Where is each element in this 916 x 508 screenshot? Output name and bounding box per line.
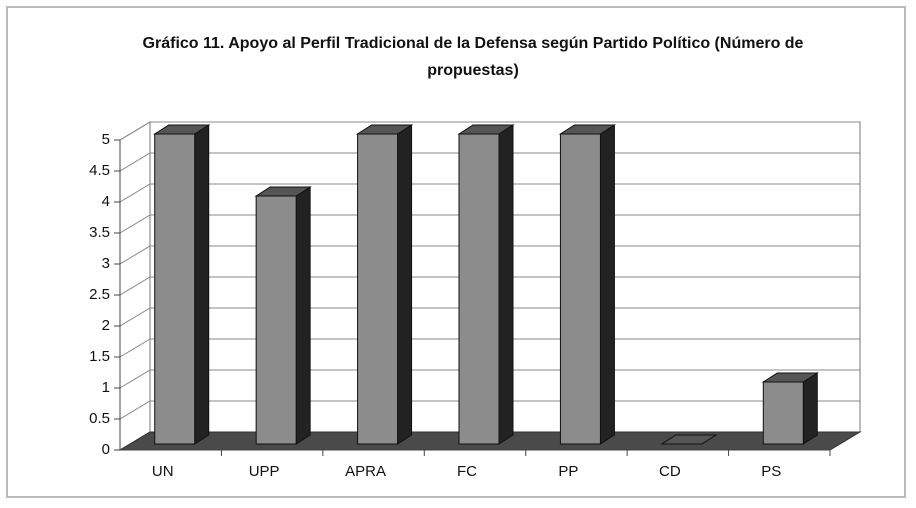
bar-top — [558, 124, 617, 135]
chart-frame — [6, 6, 906, 498]
y-tick-label: 0.5 — [89, 410, 110, 427]
x-tick-label: CD — [659, 463, 681, 480]
bar-side — [599, 124, 615, 445]
grid-line — [119, 338, 860, 358]
bar — [355, 124, 414, 445]
grid-line — [119, 183, 860, 203]
bar-front — [357, 133, 399, 445]
bar — [254, 186, 312, 445]
x-tick-label: APRA — [345, 463, 386, 480]
x-tick-label: UN — [152, 463, 174, 480]
x-tick-label: FC — [457, 463, 477, 480]
bar-side — [498, 124, 514, 445]
bar-front — [762, 381, 804, 445]
bar — [558, 124, 617, 445]
grid-line — [119, 245, 860, 265]
chart-title: Gráfico 11. Apoyo al Perfil Tradicional … — [142, 35, 804, 79]
bar-side — [397, 124, 413, 445]
grid-line — [119, 369, 860, 389]
grid-line — [119, 152, 860, 172]
grid-line — [119, 214, 860, 234]
y-tick-label: 1.5 — [89, 348, 110, 365]
bar — [761, 372, 819, 445]
x-tick-label: UPP — [249, 463, 280, 480]
bar-top — [254, 186, 312, 197]
y-tick-label: 3 — [102, 255, 110, 272]
x-tick-label: PP — [558, 463, 578, 480]
x-tick-label: PS — [761, 463, 781, 480]
bar-top — [761, 372, 819, 383]
y-tick-label: 2 — [102, 317, 110, 334]
y-tick-label: 2.5 — [89, 286, 110, 303]
bar-top — [153, 124, 211, 135]
bar — [660, 434, 718, 445]
bar-front — [559, 133, 601, 445]
grid-line — [119, 307, 860, 327]
y-tick-label: 0 — [102, 441, 110, 458]
bar-side — [295, 186, 311, 445]
bar-front — [255, 195, 297, 445]
bar-side — [802, 372, 818, 445]
y-tick-label: 4.5 — [89, 162, 110, 179]
bar-front — [154, 133, 196, 445]
bar-front — [458, 133, 500, 445]
grid-line — [119, 400, 860, 420]
y-tick-label: 4 — [102, 193, 110, 210]
bar — [153, 124, 211, 445]
y-tick-label: 5 — [102, 131, 110, 148]
grid-line — [119, 276, 860, 296]
bar — [457, 124, 515, 445]
bar-side — [194, 124, 210, 445]
bar-top — [355, 124, 414, 135]
y-tick-label: 3.5 — [89, 224, 110, 241]
grid-line — [119, 121, 860, 141]
y-tick-label: 1 — [102, 379, 110, 396]
bar-top — [660, 434, 718, 445]
bar-top — [457, 124, 515, 135]
